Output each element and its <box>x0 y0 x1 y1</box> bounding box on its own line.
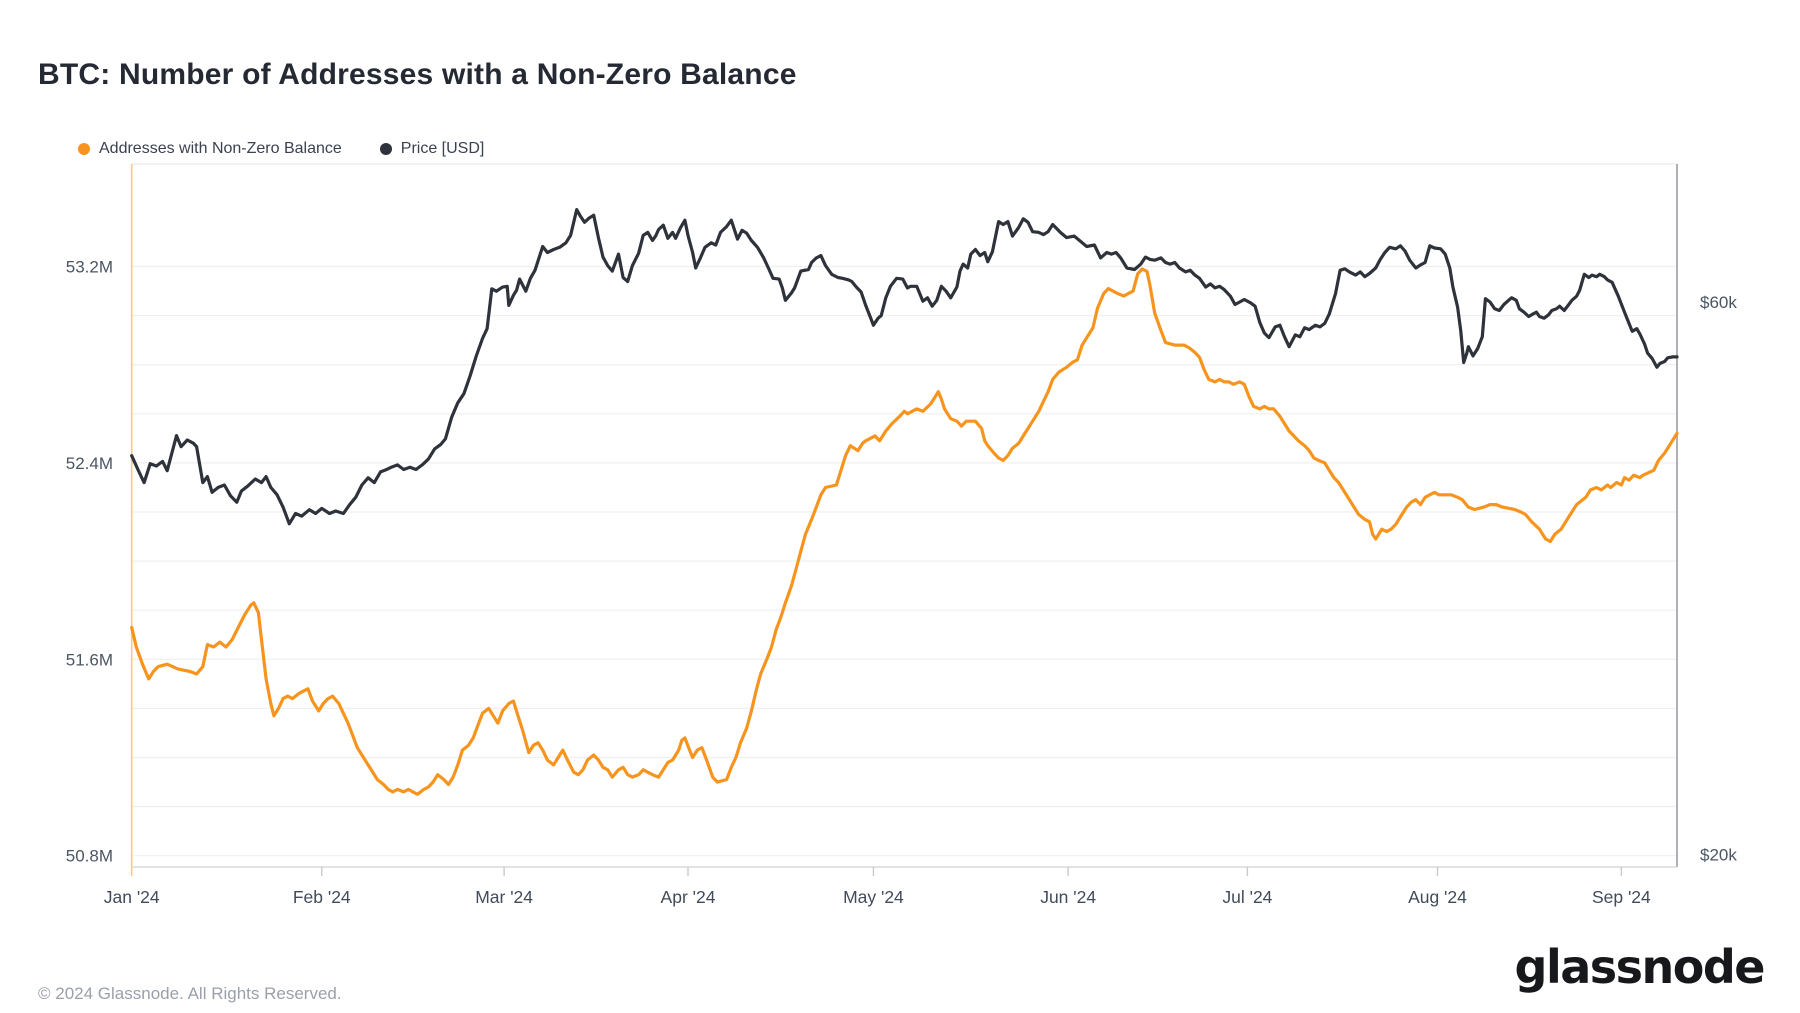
copyright-text: © 2024 Glassnode. All Rights Reserved. <box>38 984 342 1003</box>
legend-label-price: Price [USD] <box>400 140 485 157</box>
chart-legend: Addresses with Non-Zero Balance Price [U… <box>78 140 522 158</box>
legend-label-addresses: Addresses with Non-Zero Balance <box>99 140 342 157</box>
legend-dot-addresses-icon <box>78 143 90 155</box>
x-axis-label: Jun '24 <box>1040 887 1096 907</box>
gridlines <box>131 265 1677 857</box>
page-title: BTC: Number of Addresses with a Non-Zero… <box>38 58 797 91</box>
x-axis-label: Jul '24 <box>1222 887 1272 907</box>
series-price <box>130 208 1679 526</box>
legend-dot-price-icon <box>379 143 392 155</box>
series-addresses <box>130 267 1679 796</box>
y-axis-label-right: $60k <box>1700 293 1737 312</box>
x-axis-label: May '24 <box>843 887 904 907</box>
y-axis-label-right: $20k <box>1700 845 1737 864</box>
x-axis-label: Feb '24 <box>293 887 351 907</box>
y-axis-label-left: 50.8M <box>66 847 113 866</box>
legend-item-price[interactable]: Price [USD] <box>379 140 485 158</box>
y-axis-label-left: 51.6M <box>66 650 113 669</box>
x-axis-label: Sep '24 <box>1592 887 1651 907</box>
y-axis-label-left: 52.4M <box>66 454 113 473</box>
x-axis-label: Aug '24 <box>1408 887 1467 907</box>
glassnode-logo[interactable]: glassnode <box>1514 940 1766 994</box>
plot-frame <box>130 163 1678 876</box>
legend-item-addresses[interactable]: Addresses with Non-Zero Balance <box>78 140 342 158</box>
y-axis-label-left: 53.2M <box>66 258 113 277</box>
x-axis-label: Mar '24 <box>475 887 533 907</box>
series-lines <box>130 208 1679 796</box>
axis-labels: Jan '24 Feb '24 Mar '24 Apr '24 May '24 Jun '… <box>66 258 1738 908</box>
x-axis-label: Jan '24 <box>104 887 160 907</box>
x-axis-label: Apr '24 <box>661 887 716 907</box>
